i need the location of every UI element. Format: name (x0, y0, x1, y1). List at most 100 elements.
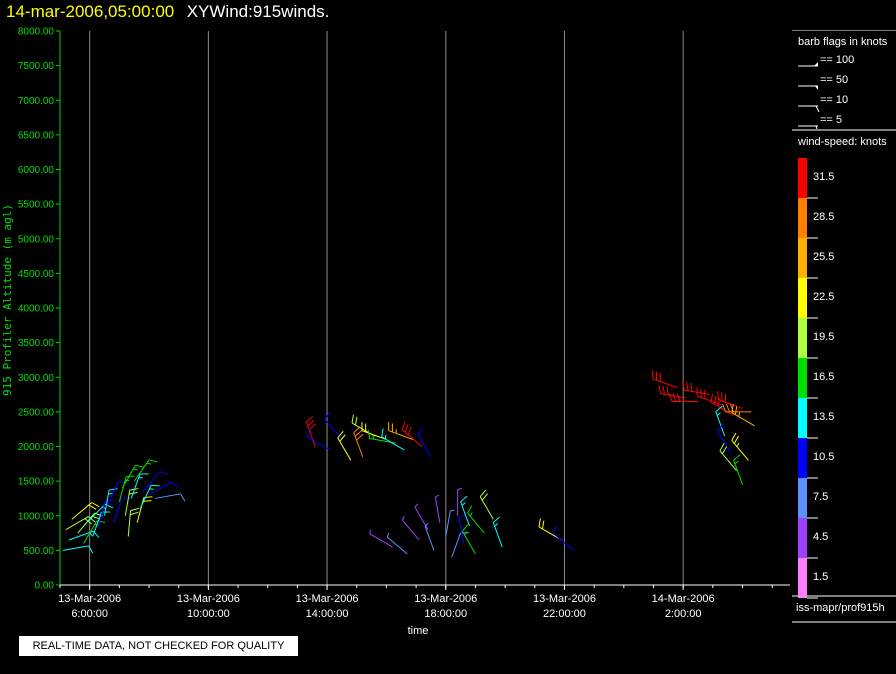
barb-legend-item-10: == 10 (820, 94, 849, 106)
barb-flag-10 (142, 500, 152, 502)
barb-shaft (388, 430, 414, 441)
speed-color-swatch (798, 358, 807, 398)
y-tick-label: 7000.00 (18, 96, 55, 107)
barb-shaft (136, 497, 145, 523)
barb-flag-5 (372, 434, 375, 440)
y-tick-label: 6000.00 (18, 165, 55, 176)
barb-flag-10 (721, 403, 726, 413)
wind-barb (719, 443, 737, 472)
wind-barb (92, 511, 111, 537)
wind-barb (154, 493, 186, 502)
wind-barb (139, 484, 160, 510)
wind-barb (715, 405, 726, 437)
barb-flag-10 (467, 505, 473, 514)
barb-shaft (86, 503, 106, 524)
legend-panel: barb flags in knots == 100 == 50 == 10 =… (792, 30, 896, 623)
legend-barb-100 (798, 62, 818, 67)
barb-flag-5 (108, 492, 113, 495)
speed-bin-label: 22.5 (813, 291, 835, 303)
legend-barb-flag (815, 125, 818, 130)
wind-barb (71, 502, 100, 520)
y-tick-label: 3500.00 (18, 338, 55, 349)
barb-shaft (353, 432, 364, 458)
wind-barb (417, 427, 432, 458)
axis-layer: 0.00 500.00 1000.00 1500.00 2000.00 2500.00 30… (18, 27, 790, 620)
wind-barb (351, 414, 375, 437)
speed-bin-label: 19.5 (813, 331, 835, 343)
barb-flag-10 (180, 493, 186, 502)
speed-color-swatch (798, 318, 807, 358)
wind-barb (62, 545, 94, 554)
barb-flag-10 (479, 489, 487, 498)
barb-flag-5 (738, 412, 740, 417)
barb-flag-10 (668, 393, 673, 402)
barb-shaft (305, 421, 316, 447)
barb-flag-10 (662, 385, 665, 395)
barb-shaft (369, 533, 393, 548)
wind-barb (381, 428, 405, 451)
barb-flag-10 (108, 488, 118, 491)
barb-shaft (652, 378, 678, 389)
barb-flag-10 (731, 432, 737, 441)
barb-flag-10 (714, 395, 717, 405)
barb-flag-10 (355, 416, 358, 426)
barb-shaft (460, 501, 470, 527)
barb-shaft (462, 531, 476, 555)
barb-flag-5 (464, 531, 468, 536)
speed-bin-label: 4.5 (813, 531, 829, 543)
wind-barb (401, 421, 423, 447)
y-tick-label: 8000.00 (18, 27, 55, 38)
barb-flag-5 (424, 522, 429, 527)
wind-barb (652, 370, 678, 389)
barb-flag-10 (725, 403, 730, 413)
barb-flag-10 (130, 511, 139, 516)
barb-flag-10 (672, 393, 677, 402)
barb-flag-5 (716, 412, 721, 416)
wind-barb-plot: 0.00 500.00 1000.00 1500.00 2000.00 2500.00 30… (1, 27, 790, 637)
barb-flag-10 (541, 520, 545, 530)
barb-shaft (401, 429, 423, 447)
y-tick-label: 500.00 (23, 546, 54, 557)
barb-shaft (65, 516, 89, 531)
barb-flag-5 (736, 442, 740, 447)
barb-flag-10 (417, 427, 424, 435)
barb-shaft (715, 411, 726, 437)
wind-barb (307, 428, 331, 451)
wind-barb (112, 497, 131, 523)
legend-barb-flag (815, 105, 820, 113)
barb-flag-10 (407, 426, 412, 436)
wind-barb (133, 459, 158, 482)
wind-barb (460, 495, 470, 527)
y-tick-label: 5000.00 (18, 234, 55, 245)
wind-barb (721, 403, 752, 413)
wind-barb (130, 473, 149, 499)
speed-bin-label: 31.5 (813, 171, 835, 183)
barb-shaft (731, 412, 755, 427)
barb-flag-5 (461, 502, 466, 506)
x-tick-date-label: 13-Mar-2006 (177, 593, 240, 605)
wind-barb (710, 393, 734, 416)
barb-shaft (307, 436, 331, 451)
y-tick-label: 2000.00 (18, 442, 55, 453)
barb-flag-10 (148, 459, 158, 463)
barb-shaft (401, 519, 420, 541)
speed-bin-label: 13.5 (813, 411, 835, 423)
barb-shaft (154, 493, 181, 499)
speed-bin-label: 10.5 (813, 451, 835, 463)
wind-barb (451, 532, 470, 558)
barb-shaft (107, 481, 119, 506)
wind-barb (731, 404, 755, 427)
barb-flag-5 (369, 529, 372, 534)
speed-color-swatch (798, 158, 807, 198)
wind-barb (717, 390, 743, 409)
barb-shaft (62, 545, 89, 551)
wind-barb (369, 529, 393, 548)
x-tick-time-label: 14:00:00 (306, 608, 349, 620)
barb-flag-10 (381, 428, 384, 438)
x-tick-time-label: 18:00:00 (424, 608, 467, 620)
barb-shaft (112, 498, 123, 523)
barb-flag-10 (733, 454, 741, 461)
y-tick-label: 4000.00 (18, 304, 55, 315)
barb-shaft (148, 481, 172, 496)
x-tick-date-label: 13-Mar-2006 (58, 593, 121, 605)
